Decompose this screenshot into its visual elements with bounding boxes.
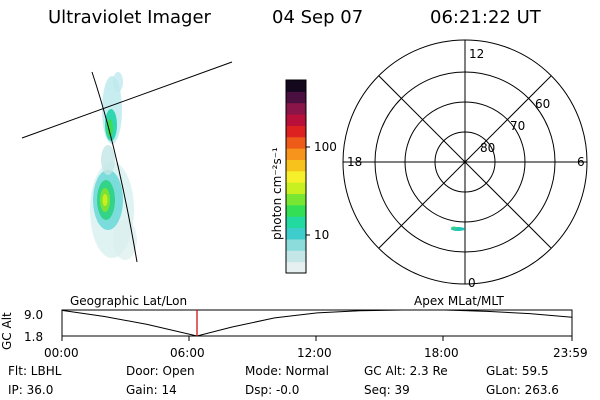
lat-label-80: 80	[480, 141, 496, 155]
colorbar-segment	[286, 125, 306, 138]
seq-readout: Seq: 39	[364, 383, 410, 397]
ytick-bottom: 1.8	[24, 330, 44, 344]
polar-plot	[342, 39, 588, 285]
mlt-label-6: 6	[577, 155, 585, 169]
colorbar-segment	[286, 114, 306, 126]
instrument-title: Ultraviolet Imager	[48, 7, 211, 28]
apex-label: Apex MLat/MLT	[414, 294, 504, 308]
glon-readout: GLon: 263.6	[486, 383, 559, 397]
ytick-top: 9.0	[24, 308, 44, 322]
mlt-label-18: 18	[347, 155, 363, 169]
colorbar	[286, 80, 306, 274]
xtick-2359: 23:59	[553, 346, 588, 360]
colorbar-segment	[286, 227, 306, 240]
gain-readout: Gain: 14	[126, 383, 177, 397]
colorbar-segment	[286, 91, 306, 104]
altitude-timeline	[61, 309, 573, 341]
gc-alt-readout: GC Alt: 2.3 Re	[364, 364, 448, 378]
yaxis-label: GC Alt	[0, 312, 14, 350]
colorbar-segment	[286, 136, 306, 149]
aurora-image	[21, 61, 233, 263]
colorbar-segment	[286, 170, 306, 183]
lat-label-70: 70	[510, 119, 526, 133]
xtick-0000: 00:00	[44, 346, 79, 360]
colorbar-unit-label: photon cm⁻²s⁻¹	[270, 147, 284, 240]
colorbar-segment	[286, 182, 306, 195]
geographic-label: Geographic Lat/Lon	[70, 294, 188, 308]
glat-readout: GLat: 59.5	[486, 364, 549, 378]
colorbar-tick-10: 10	[314, 228, 330, 242]
colorbar-segment	[286, 148, 306, 160]
colorbar-segment	[286, 216, 306, 229]
door-readout: Door: Open	[126, 364, 195, 378]
colorbar-segment	[286, 238, 306, 251]
xtick-1800: 18:00	[424, 346, 459, 360]
colorbar-segment	[286, 102, 306, 115]
mlt-label-0: 0	[468, 276, 476, 290]
altitude-curve	[61, 309, 573, 337]
colorbar-segment	[286, 261, 306, 274]
mode-readout: Mode: Normal	[245, 364, 329, 378]
xtick-1200: 12:00	[297, 346, 332, 360]
colorbar-segment	[286, 193, 306, 206]
mlt-label-12: 12	[469, 47, 485, 61]
xtick-0600: 06:00	[170, 346, 205, 360]
colorbar-segment	[286, 204, 306, 217]
colorbar-segment	[286, 250, 306, 263]
colorbar-segment	[286, 159, 306, 172]
date-label: 04 Sep 07	[272, 7, 364, 28]
ip-readout: IP: 36.0	[8, 383, 54, 397]
colorbar-tick-100: 100	[314, 140, 337, 154]
time-label: 06:21:22 UT	[430, 7, 541, 28]
colorbar-segment	[286, 80, 306, 92]
lat-label-60: 60	[535, 97, 551, 111]
filter-readout: Flt: LBHL	[8, 364, 62, 378]
dsp-readout: Dsp: -0.0	[245, 383, 300, 397]
